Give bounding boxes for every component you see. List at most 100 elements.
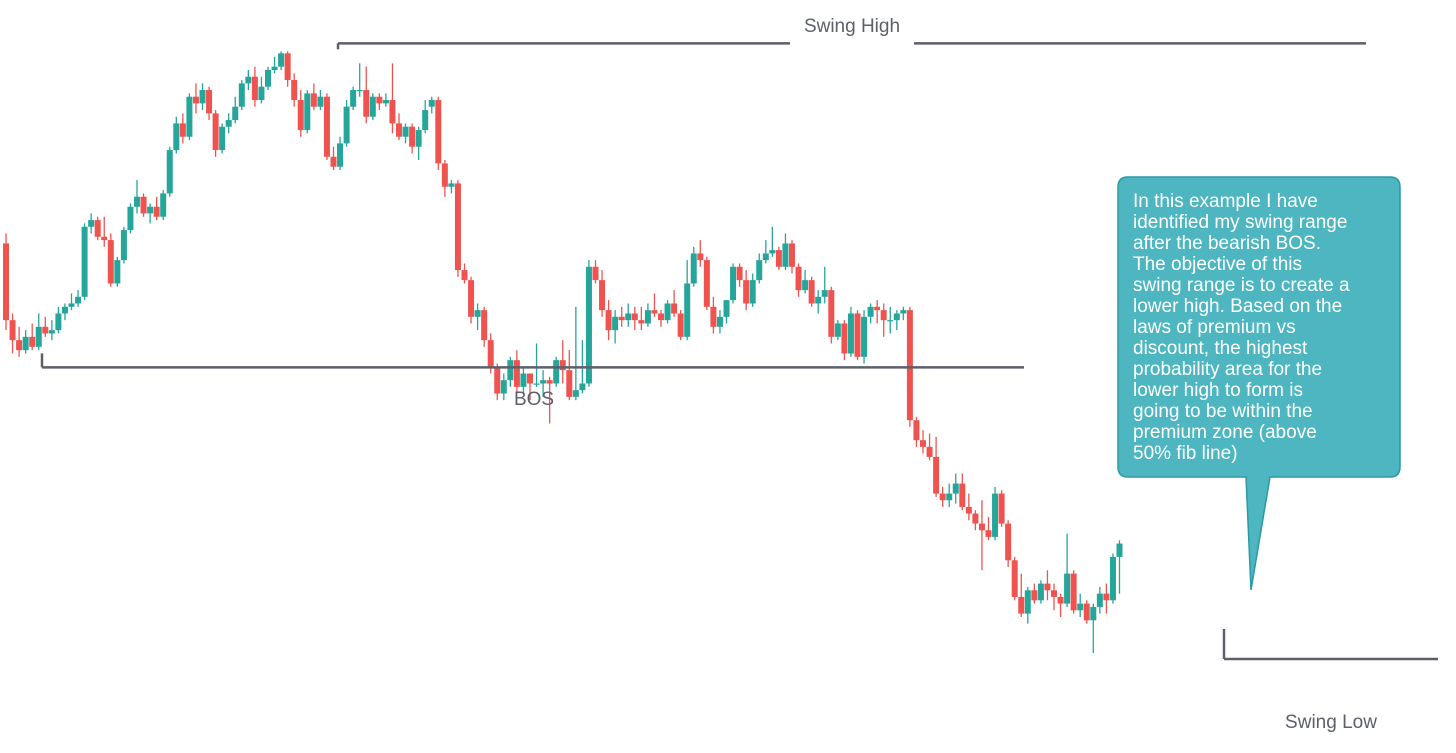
swing-low-label: Swing Low (1285, 712, 1377, 733)
candle-body (474, 310, 481, 317)
candle-body (1051, 590, 1057, 597)
candle-body (880, 310, 887, 321)
candle-body (232, 106, 239, 121)
candle-body (1070, 573, 1077, 611)
candle-body (238, 83, 245, 107)
candle-body (520, 373, 527, 387)
candle-body (382, 100, 389, 104)
candle-body (153, 206, 160, 217)
candle-body (1011, 560, 1018, 597)
candle-body (75, 296, 82, 304)
candle-body (808, 280, 815, 304)
candle-body (644, 310, 651, 324)
candle-body (612, 316, 619, 331)
candle-body (513, 360, 520, 387)
candle-body (579, 383, 586, 391)
candle-body (1031, 590, 1038, 601)
candle-body (893, 313, 900, 321)
candle-body (500, 380, 507, 394)
candle-body (186, 96, 193, 137)
candle-body (160, 193, 167, 217)
candle-body (297, 100, 304, 131)
candle-body (854, 313, 861, 357)
candle-body (671, 303, 678, 314)
candle-body (1044, 583, 1051, 591)
candle-body (29, 336, 36, 347)
candle-body (527, 373, 533, 384)
candle-body (651, 310, 658, 314)
candle-body (61, 306, 68, 314)
candle-body (317, 96, 324, 107)
candle-body (212, 113, 219, 151)
candle-body (874, 306, 881, 311)
candle-body (494, 366, 501, 394)
candle-body (926, 446, 933, 457)
candle-body (94, 220, 101, 237)
candle-body (730, 266, 737, 301)
candle-body (356, 90, 363, 92)
candle-body (114, 260, 121, 284)
candle-body (120, 230, 127, 261)
candle-body (173, 123, 180, 151)
candle-body (9, 320, 16, 341)
candle-body (992, 493, 999, 537)
candle-body (959, 483, 966, 507)
candle-body (913, 420, 920, 441)
candle-body (448, 183, 455, 187)
candle-body (3, 243, 9, 321)
candle-body (631, 313, 638, 321)
candle-body (271, 66, 278, 71)
candle-body (206, 90, 213, 114)
candle-body (481, 310, 488, 341)
candle-body (815, 296, 822, 304)
candle-body (284, 53, 291, 81)
candle-body (618, 316, 625, 321)
candle-body (638, 320, 645, 324)
candle-body (409, 126, 416, 147)
candle-body (127, 206, 134, 231)
callout-bubble (1117, 176, 1401, 591)
candle-body (251, 76, 258, 101)
candle-body (343, 106, 350, 144)
candle-body (42, 326, 49, 334)
candle-body (933, 456, 940, 494)
candle-body (369, 96, 376, 117)
candle-body (323, 96, 330, 157)
candle-body (1083, 603, 1090, 621)
candle-body (487, 340, 494, 367)
candle-body (775, 250, 782, 267)
candle-body (795, 266, 802, 291)
candle-body (867, 306, 874, 317)
candle-body (1037, 583, 1044, 601)
candle-body (245, 76, 252, 84)
candle-body (585, 266, 592, 384)
candle-body (1024, 590, 1031, 614)
candle-body (946, 493, 953, 501)
candle-body (762, 253, 769, 261)
candle-body (756, 260, 763, 281)
candle-body (1005, 523, 1012, 561)
candle-body (265, 70, 271, 87)
candle-body (677, 313, 684, 337)
candle-body (350, 90, 357, 107)
candle-body (710, 306, 717, 327)
candle-body (454, 183, 461, 271)
candle-body (192, 96, 199, 104)
levels-layer (40, 42, 1438, 661)
candle-body (304, 93, 311, 131)
candle-body (22, 336, 29, 351)
candle-body (468, 280, 475, 317)
candle-body (219, 126, 226, 151)
candle-body (435, 100, 442, 164)
candle-body (887, 320, 894, 322)
candle-body (540, 380, 547, 384)
candle-body (507, 360, 514, 381)
candle-body (101, 236, 108, 241)
candle-body (1116, 543, 1123, 557)
candle-body (828, 290, 835, 337)
candle-body (55, 313, 62, 331)
candle-body (107, 240, 114, 284)
candle-body (559, 360, 566, 371)
candle-body (389, 100, 396, 124)
